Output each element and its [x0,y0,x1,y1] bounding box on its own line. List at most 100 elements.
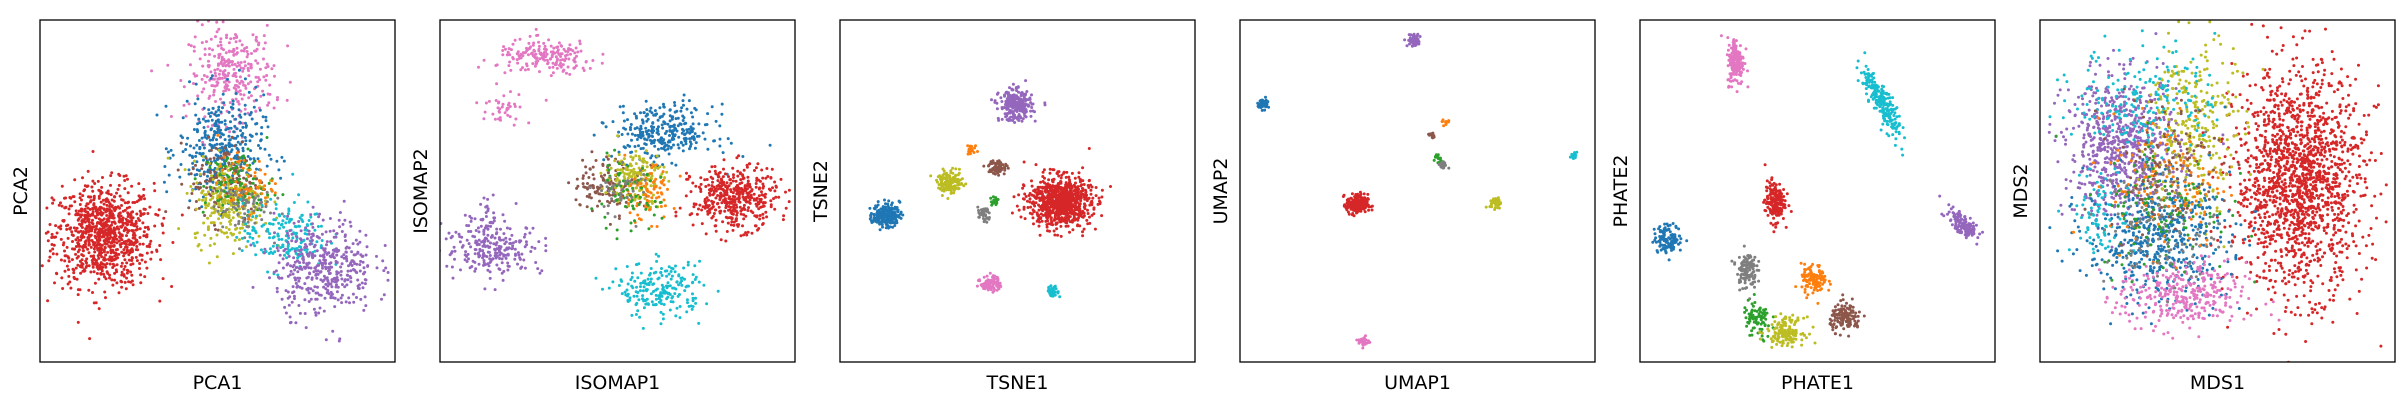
data-point [474,267,478,271]
data-point [641,326,645,330]
data-point [266,193,270,197]
data-point [131,248,134,252]
data-point [678,174,682,178]
data-point [630,138,633,142]
data-point [292,221,296,225]
data-point [354,238,358,242]
data-point [264,205,268,209]
data-point [116,256,120,260]
data-point [338,225,342,229]
data-point [197,198,201,202]
data-point [718,185,722,188]
data-point [101,198,105,202]
data-point [718,171,722,174]
data-point [591,184,595,188]
data-point [641,157,645,161]
data-point [63,259,67,263]
data-point [245,163,249,167]
data-point [59,201,62,205]
data-point [619,278,623,282]
data-point [375,266,379,270]
data-point [731,195,735,198]
data-point [206,190,210,194]
data-point [340,283,344,286]
data-point [513,38,517,42]
data-point [262,34,266,38]
data-point [486,239,490,243]
data-point [513,247,517,251]
data-point [254,49,258,53]
data-point [630,150,634,154]
data-point [573,66,577,70]
data-point [668,119,672,123]
data-point [1003,106,1007,110]
data-point [361,286,365,290]
data-point [719,238,723,242]
data-point [138,227,142,231]
data-point [344,255,348,259]
data-point [1013,102,1017,106]
data-point [236,172,240,176]
data-point [599,174,603,178]
data-point [309,297,313,301]
data-point [733,188,737,192]
data-point [488,221,492,225]
data-point [229,193,233,197]
data-point [514,240,518,243]
data-point [69,226,73,230]
data-point [217,27,221,31]
data-point [335,276,339,280]
data-point [218,173,222,177]
data-point [521,66,524,70]
data-point [238,39,242,43]
data-point [254,59,258,63]
data-point [242,93,246,97]
data-point [182,85,186,89]
data-point [120,204,123,207]
data-point [639,177,643,181]
data-point [92,203,96,207]
data-point [554,55,558,59]
data-point [94,216,98,220]
data-point [646,194,650,198]
tsne-panel: TSNE1 TSNE2 [810,19,1196,394]
data-point [79,238,83,242]
data-point [321,254,325,258]
data-point [171,241,175,244]
data-point [741,155,745,158]
data-point [592,133,596,137]
data-point [246,214,250,218]
data-point [220,176,224,180]
data-point [203,129,207,133]
data-point [117,239,121,243]
data-point [229,180,232,184]
data-point [359,259,363,263]
data-point [267,101,271,105]
data-point [607,192,611,196]
data-point [502,94,506,98]
data-point [628,144,632,148]
data-point [246,52,250,56]
data-point [55,252,59,256]
data-point [731,228,735,232]
data-point [78,259,82,263]
data-point [349,280,353,284]
data-point [219,40,222,44]
data-point [351,259,355,263]
data-point [653,303,657,307]
data-point [143,260,147,264]
data-point [990,98,993,102]
data-point [211,178,215,181]
data-point [645,201,649,205]
data-point [641,166,644,170]
data-point [143,226,147,229]
data-point [274,202,278,206]
data-point [528,34,532,38]
data-point [481,253,485,257]
data-point [276,96,279,99]
data-point [694,275,698,279]
data-point [118,174,122,177]
data-point [129,270,133,274]
data-point [284,221,288,225]
data-point [330,285,334,289]
